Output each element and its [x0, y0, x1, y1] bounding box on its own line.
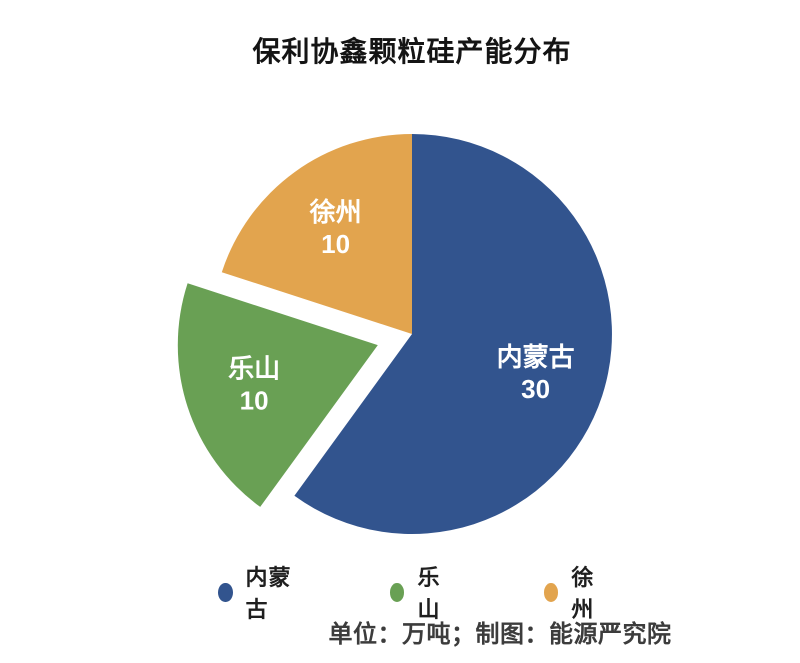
- slice-label-1: 乐山 10: [228, 353, 280, 415]
- legend-item-xuzhou: 徐州: [544, 560, 606, 624]
- legend: 内蒙古 乐山 徐州: [218, 560, 606, 624]
- chart-title: 保利协鑫颗粒硅产能分布: [252, 36, 572, 67]
- slice-label-0: 内蒙古 30: [497, 342, 575, 404]
- legend-label-leshan: 乐山: [417, 565, 441, 622]
- pie-slice-2: [221, 134, 412, 334]
- legend-item-inner-mongolia: 内蒙古: [218, 560, 298, 624]
- chart-footnote: 单位：万吨；制图：能源严究院: [328, 621, 672, 648]
- pie-slice-1: [177, 283, 378, 507]
- legend-swatch-inner-mongolia-icon: [218, 582, 233, 602]
- pie-slice-0: [294, 134, 612, 534]
- legend-item-leshan: 乐山: [390, 560, 452, 624]
- slice-label-2: 徐州 10: [309, 197, 362, 259]
- legend-label-inner-mongolia: 内蒙古: [245, 565, 292, 622]
- legend-swatch-leshan-icon: [390, 582, 405, 602]
- legend-label-xuzhou: 徐州: [571, 565, 595, 622]
- legend-swatch-xuzhou-icon: [544, 582, 559, 602]
